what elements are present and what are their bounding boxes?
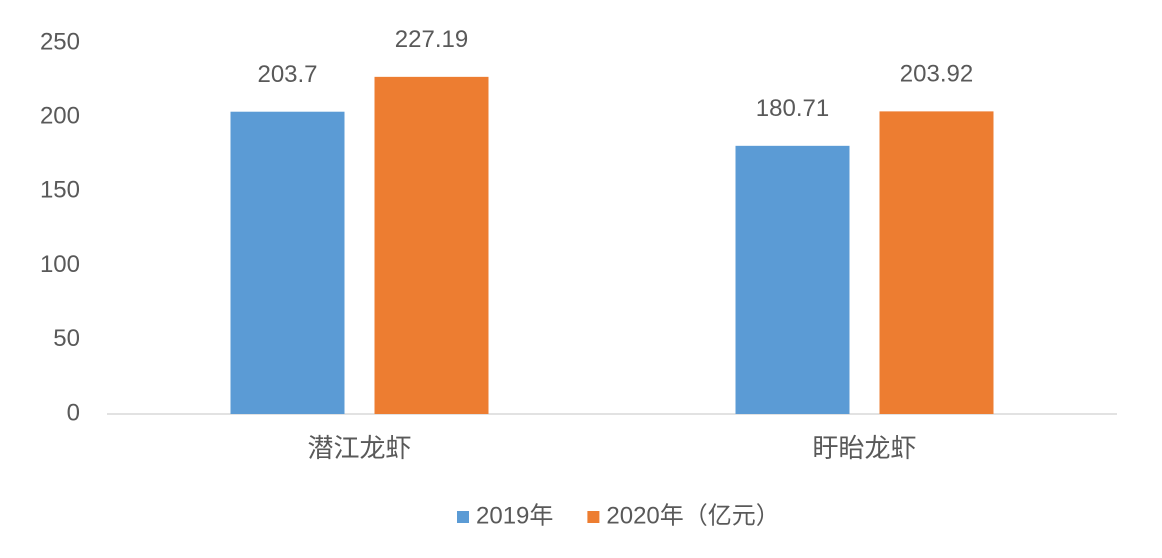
legend-swatch [587,511,600,523]
y-tick-label: 50 [53,325,80,352]
y-tick-label: 200 [40,103,80,130]
bar [374,76,489,414]
bar [230,111,345,414]
data-label: 203.7 [257,61,317,88]
legend-label: 2020年（亿元） [606,502,779,529]
bar [735,145,850,414]
y-tick-label: 100 [40,251,80,278]
x-tick-label: 潜江龙虾 [307,433,411,463]
x-tick-label: 盱眙龙虾 [812,433,916,463]
y-tick-label: 0 [67,399,80,426]
data-label: 180.71 [756,95,829,122]
data-label: 227.19 [395,26,468,53]
data-label: 203.92 [900,61,973,88]
bar [879,111,994,414]
legend-label: 2019年 [476,502,553,529]
legend-swatch [457,511,469,523]
y-tick-label: 150 [40,177,80,204]
y-tick-label: 250 [40,28,80,55]
